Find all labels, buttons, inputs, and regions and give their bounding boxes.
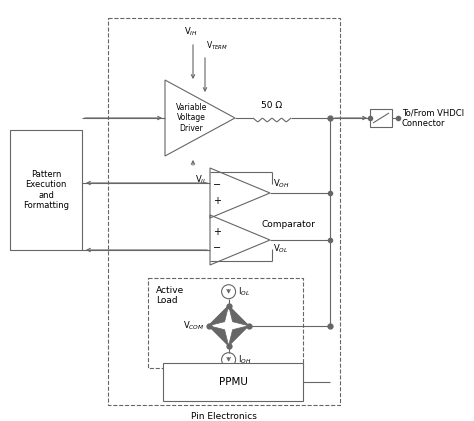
Text: Pattern
Execution
and
Formatting: Pattern Execution and Formatting <box>23 170 69 210</box>
Text: Active
Load: Active Load <box>156 286 184 305</box>
Text: Pin Electronics: Pin Electronics <box>191 412 257 421</box>
Text: I$_{OL}$: I$_{OL}$ <box>237 285 250 298</box>
Bar <box>148 278 303 368</box>
Bar <box>370 109 392 127</box>
Text: −: − <box>213 243 221 253</box>
Text: I$_{OH}$: I$_{OH}$ <box>237 354 251 366</box>
Bar <box>10 130 82 250</box>
Text: V$_{COM}$: V$_{COM}$ <box>183 320 205 332</box>
Text: +: + <box>213 227 221 237</box>
Text: V$_{TERM}$: V$_{TERM}$ <box>206 40 228 52</box>
Text: V$_{IH}$: V$_{IH}$ <box>184 26 198 38</box>
Text: V$_{OH}$: V$_{OH}$ <box>273 178 290 190</box>
Polygon shape <box>228 306 248 326</box>
Text: Variable
Voltage
Driver: Variable Voltage Driver <box>176 103 207 133</box>
Bar <box>163 363 303 401</box>
Polygon shape <box>228 326 248 346</box>
Text: Comparator: Comparator <box>261 220 315 229</box>
Text: PPMU: PPMU <box>219 377 247 387</box>
Text: −: − <box>213 180 221 190</box>
Polygon shape <box>209 326 228 346</box>
Text: V$_{IL}$: V$_{IL}$ <box>195 173 208 186</box>
Text: To/From VHDCI
Connector: To/From VHDCI Connector <box>402 108 464 128</box>
Bar <box>108 18 340 405</box>
Text: 50 Ω: 50 Ω <box>262 101 283 110</box>
Text: V$_{OL}$: V$_{OL}$ <box>273 243 288 255</box>
Polygon shape <box>209 306 228 326</box>
Text: +: + <box>213 196 221 206</box>
